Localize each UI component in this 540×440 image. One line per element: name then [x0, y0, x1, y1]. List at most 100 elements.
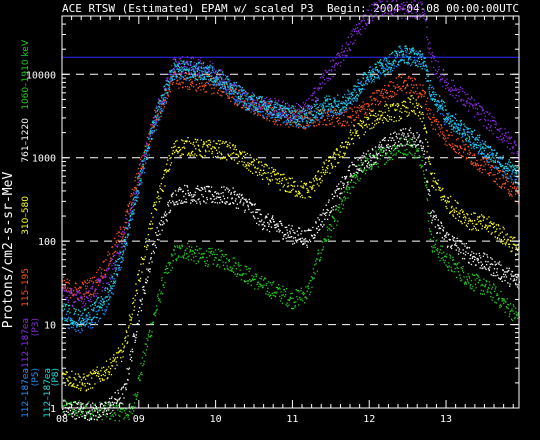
- data-point: [216, 253, 218, 256]
- data-point: [444, 196, 446, 198]
- data-point: [79, 292, 81, 294]
- data-point: [379, 94, 381, 96]
- data-point: [368, 161, 370, 163]
- data-point: [145, 281, 147, 283]
- data-point: [243, 280, 245, 282]
- data-point: [283, 235, 285, 237]
- data-point: [145, 349, 148, 351]
- data-point: [425, 20, 427, 22]
- data-point: [74, 418, 76, 420]
- data-point: [503, 298, 505, 300]
- data-point: [226, 187, 228, 189]
- data-point: [469, 254, 472, 257]
- data-point: [261, 219, 263, 221]
- data-point: [105, 259, 107, 261]
- data-point: [248, 208, 250, 210]
- data-point: [120, 349, 122, 351]
- data-point: [501, 240, 503, 242]
- data-point: [144, 343, 146, 345]
- data-point: [231, 198, 233, 200]
- data-point: [509, 283, 511, 285]
- data-point: [506, 307, 508, 309]
- data-point: [151, 331, 153, 333]
- data-point: [341, 176, 343, 178]
- data-point: [164, 185, 166, 187]
- data-point: [257, 167, 259, 169]
- data-point: [352, 124, 355, 126]
- data-point: [444, 200, 446, 202]
- data-point: [511, 319, 514, 322]
- data-point: [271, 216, 273, 218]
- data-point: [508, 192, 510, 194]
- data-point: [495, 302, 497, 304]
- data-point: [298, 127, 300, 129]
- data-point: [191, 85, 193, 87]
- data-point: [103, 408, 106, 410]
- data-point: [328, 69, 331, 71]
- data-point: [464, 149, 467, 151]
- data-point: [348, 166, 350, 168]
- data-point: [493, 290, 496, 292]
- data-point: [84, 417, 86, 419]
- data-point: [459, 145, 461, 147]
- data-point: [302, 243, 304, 245]
- data-point: [308, 229, 310, 232]
- data-point: [366, 159, 368, 161]
- data-point: [126, 408, 128, 410]
- data-point: [446, 78, 448, 80]
- data-point: [356, 132, 358, 134]
- data-point: [407, 85, 409, 87]
- data-point: [209, 141, 212, 143]
- data-point: [219, 74, 221, 76]
- data-point: [331, 118, 333, 120]
- data-point: [86, 389, 88, 391]
- data-point: [451, 88, 454, 90]
- data-point: [224, 189, 226, 191]
- data-point: [480, 164, 483, 166]
- data-point: [509, 148, 511, 150]
- data-point: [75, 412, 77, 414]
- data-point: [306, 191, 308, 194]
- data-point: [376, 92, 378, 94]
- data-point: [156, 119, 158, 121]
- data-point: [109, 371, 111, 373]
- data-point: [401, 74, 403, 76]
- data-point: [272, 215, 274, 217]
- data-point: [179, 155, 181, 157]
- data-point: [201, 82, 203, 84]
- data-point: [329, 224, 331, 226]
- data-point: [73, 377, 75, 379]
- data-point: [147, 149, 149, 151]
- data-point: [212, 63, 214, 65]
- data-point: [281, 231, 284, 234]
- data-point: [366, 157, 368, 159]
- data-point: [509, 313, 511, 315]
- data-point: [154, 244, 156, 247]
- data-point: [284, 234, 286, 236]
- data-point: [129, 201, 131, 203]
- data-point: [266, 290, 268, 292]
- data-point: [421, 142, 424, 144]
- data-point: [216, 77, 219, 80]
- data-point: [294, 237, 296, 239]
- data-point: [184, 252, 186, 254]
- data-point: [200, 65, 202, 68]
- data-point: [456, 201, 458, 203]
- data-point: [421, 3, 423, 5]
- data-point: [413, 155, 415, 157]
- data-point: [354, 129, 356, 131]
- data-point: [400, 3, 402, 5]
- data-point: [315, 96, 317, 99]
- data-point: [124, 408, 126, 410]
- data-point: [488, 216, 490, 218]
- data-point: [392, 91, 394, 93]
- data-point: [307, 124, 309, 126]
- data-point: [468, 261, 470, 263]
- data-point: [266, 229, 268, 231]
- data-point: [379, 117, 381, 119]
- data-point: [204, 155, 206, 157]
- data-point: [332, 111, 334, 113]
- data-point: [431, 245, 433, 248]
- data-point: [341, 142, 343, 144]
- data-point: [286, 190, 288, 193]
